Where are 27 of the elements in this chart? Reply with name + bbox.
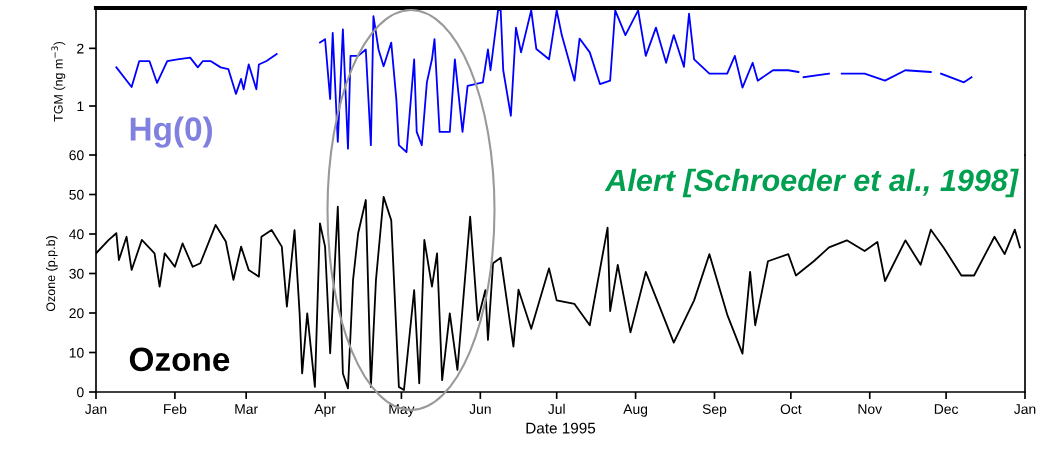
x-tick-label: Jan [85, 404, 107, 415]
x-tick-label: Jun [469, 404, 491, 415]
text: Ozone [129, 347, 230, 372]
y-axis-title: TGM (ng m$^{−3}$) [51, 41, 66, 122]
x-tick-label: Nov [858, 404, 883, 415]
x-tick-label: Apr [314, 404, 336, 417]
y-tick-label: 60 [69, 150, 84, 161]
x-tick-label: Aug [623, 404, 648, 417]
x-tick-label: Jan [1014, 404, 1036, 415]
x-tick-label: Oct [780, 404, 802, 415]
x-tick-label: Dec [934, 404, 959, 415]
x-tick-label: Sep [702, 404, 727, 417]
y-tick-label: 40 [69, 229, 84, 240]
x-tick-label: Feb [164, 403, 187, 415]
y-tick-label: 2 [77, 43, 84, 54]
annotation: Alert [Schroeder et al., 1998] [604, 168, 1019, 198]
x-tick-label: Mar [235, 404, 258, 415]
y-tick-label: 50 [69, 189, 84, 200]
y-axis-title: Ozone (p.p.b) [45, 236, 58, 312]
x-axis-title: Date 1995 [526, 422, 596, 434]
y-tick-label: 0 [77, 387, 84, 398]
x-tick-label: Jul [548, 403, 565, 415]
series-label: Hg(0) [130, 116, 213, 148]
y-tick-label: 30 [69, 268, 84, 279]
y-tick-label: 20 [69, 308, 84, 319]
y-tick-label: 1 [77, 101, 84, 112]
y-tick-label: 10 [69, 347, 84, 358]
